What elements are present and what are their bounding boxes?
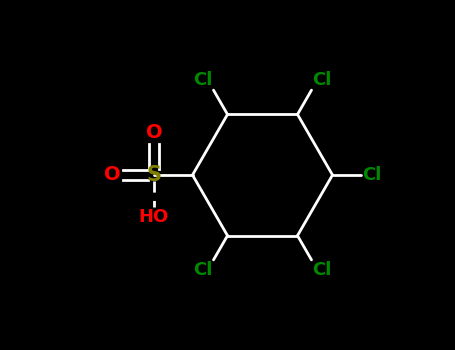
Text: Cl: Cl <box>193 71 212 89</box>
Text: O: O <box>146 123 162 142</box>
Text: HO: HO <box>139 208 169 226</box>
Text: Cl: Cl <box>313 71 332 89</box>
Text: O: O <box>104 166 121 184</box>
Text: Cl: Cl <box>362 166 382 184</box>
Text: Cl: Cl <box>193 261 212 279</box>
Text: S: S <box>147 165 162 185</box>
Text: Cl: Cl <box>313 261 332 279</box>
